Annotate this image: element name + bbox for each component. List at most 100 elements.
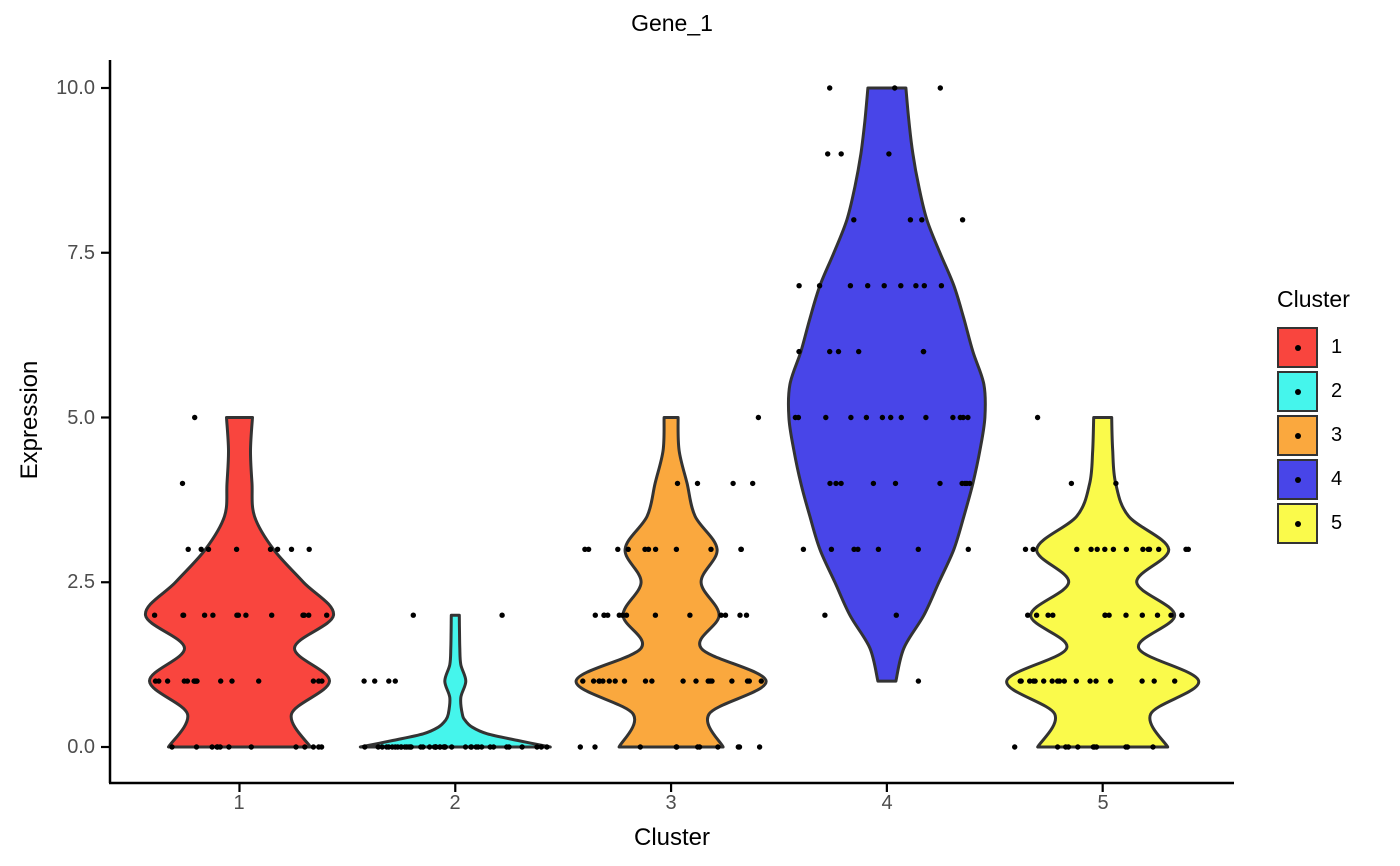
data-point [625, 546, 631, 552]
data-point [473, 744, 479, 750]
data-point [937, 480, 943, 487]
x-tick-label-4: 4 [881, 792, 893, 814]
data-point [835, 348, 842, 355]
data-point [755, 414, 762, 421]
y-tick-label-5: 5.0 [67, 407, 95, 429]
data-point [193, 744, 200, 750]
data-point [1123, 744, 1129, 750]
data-point [881, 283, 887, 289]
y-tick-label-2-5: 2.5 [67, 571, 95, 593]
data-point [519, 744, 525, 750]
data-point [652, 612, 659, 618]
data-point [300, 612, 306, 618]
data-point [389, 744, 395, 750]
data-point [888, 414, 894, 421]
data-point [652, 546, 659, 552]
data-point [825, 151, 831, 157]
points-cluster-1 [151, 414, 330, 750]
data-point [310, 744, 317, 750]
data-point [306, 612, 312, 618]
violin-cluster-5 [1005, 416, 1201, 749]
legend-key-label: 2 [1331, 380, 1343, 402]
data-point [913, 283, 919, 289]
data-point [468, 744, 475, 750]
data-point [217, 744, 223, 750]
data-point [758, 678, 764, 684]
data-point [800, 546, 807, 552]
data-point [1075, 744, 1081, 750]
data-point [1012, 744, 1018, 750]
data-point [612, 678, 618, 684]
data-point [851, 217, 857, 223]
data-point [1151, 678, 1157, 684]
data-point [1139, 612, 1146, 618]
data-point [838, 480, 844, 487]
data-point [1050, 612, 1056, 618]
data-point [233, 546, 240, 552]
data-point [709, 678, 715, 684]
data-point [915, 546, 921, 552]
y-tick-label-0: 0.0 [67, 736, 95, 758]
data-point [375, 744, 381, 750]
data-point [1074, 546, 1080, 552]
data-point [1022, 546, 1029, 552]
legend-key-cluster-5: 5 [1277, 503, 1350, 544]
y-tick-label-10: 10.0 [56, 77, 95, 99]
data-point [504, 744, 510, 750]
data-point [324, 612, 330, 618]
data-point [243, 612, 249, 618]
data-point [937, 85, 943, 91]
data-point [621, 678, 628, 684]
y-tick-label-7-5: 7.5 [67, 242, 95, 264]
data-point [920, 348, 927, 355]
data-point [410, 612, 416, 618]
data-point [585, 546, 592, 552]
data-point [1146, 546, 1153, 552]
x-tick-label-5: 5 [1097, 792, 1109, 814]
data-point [816, 283, 823, 289]
data-point [1102, 612, 1108, 618]
legend-title: Cluster [1277, 286, 1350, 312]
data-point [1087, 678, 1093, 684]
data-point [833, 480, 839, 487]
data-point [306, 546, 312, 552]
data-point [201, 612, 208, 618]
data-point [796, 283, 802, 289]
data-point [616, 612, 622, 618]
data-point [1025, 612, 1031, 618]
violin-cluster-1 [144, 416, 335, 749]
data-point [198, 546, 204, 552]
data-point [1056, 678, 1063, 684]
data-point [1093, 678, 1099, 684]
data-point [863, 414, 870, 421]
data-point [735, 744, 741, 750]
legend-key-label: 3 [1331, 424, 1343, 446]
data-point [379, 744, 385, 750]
data-point [392, 678, 398, 684]
data-point [827, 85, 833, 91]
x-tick-label-2: 2 [449, 792, 461, 814]
data-point [534, 744, 540, 750]
data-point [1140, 546, 1146, 552]
data-point [205, 546, 212, 552]
data-point [893, 612, 899, 618]
data-point [938, 283, 945, 289]
data-point [822, 612, 828, 618]
data-point [892, 480, 899, 487]
data-point [919, 217, 925, 223]
data-point [1172, 678, 1178, 684]
legend-swatch-cluster-3 [1277, 415, 1318, 456]
data-point [915, 678, 922, 684]
data-point [921, 283, 927, 289]
data-point [756, 744, 763, 750]
data-point [1032, 678, 1038, 684]
data-point [674, 480, 681, 487]
data-point [965, 546, 971, 552]
data-point [234, 612, 240, 618]
data-point [1068, 480, 1075, 487]
data-point [180, 612, 187, 618]
data-point [907, 217, 914, 223]
data-point [715, 744, 721, 750]
data-point [544, 744, 550, 750]
data-point [361, 678, 367, 684]
